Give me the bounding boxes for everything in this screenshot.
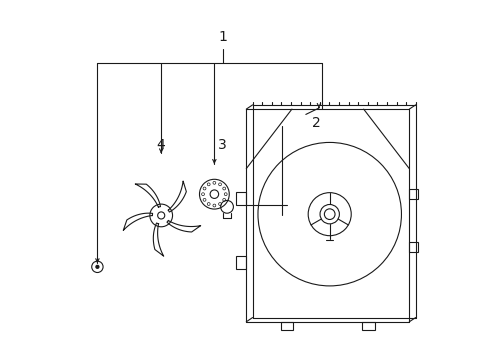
- Text: 1: 1: [218, 30, 227, 44]
- Bar: [362, 322, 374, 329]
- Bar: [408, 242, 417, 252]
- Circle shape: [95, 265, 100, 269]
- Text: 3: 3: [218, 138, 226, 152]
- Text: 4: 4: [156, 138, 164, 152]
- Text: 2: 2: [311, 116, 320, 130]
- Bar: [408, 189, 417, 199]
- Bar: [280, 322, 293, 329]
- Bar: [235, 192, 246, 205]
- Bar: [235, 256, 246, 269]
